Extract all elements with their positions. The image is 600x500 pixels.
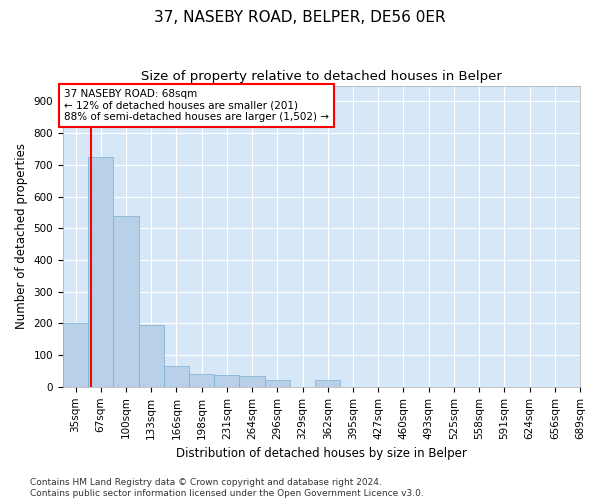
Bar — [88, 157, 113, 387]
Title: Size of property relative to detached houses in Belper: Size of property relative to detached ho… — [141, 70, 502, 83]
Bar — [139, 325, 164, 387]
Y-axis label: Number of detached properties: Number of detached properties — [15, 143, 28, 329]
Bar — [113, 216, 139, 387]
Bar — [63, 324, 88, 387]
X-axis label: Distribution of detached houses by size in Belper: Distribution of detached houses by size … — [176, 447, 467, 460]
Bar — [189, 374, 214, 387]
Bar — [315, 380, 340, 387]
Bar — [214, 375, 239, 387]
Text: Contains HM Land Registry data © Crown copyright and database right 2024.
Contai: Contains HM Land Registry data © Crown c… — [30, 478, 424, 498]
Bar — [164, 366, 189, 387]
Bar — [239, 376, 265, 387]
Text: 37, NASEBY ROAD, BELPER, DE56 0ER: 37, NASEBY ROAD, BELPER, DE56 0ER — [154, 10, 446, 25]
Bar — [265, 380, 290, 387]
Text: 37 NASEBY ROAD: 68sqm
← 12% of detached houses are smaller (201)
88% of semi-det: 37 NASEBY ROAD: 68sqm ← 12% of detached … — [64, 88, 329, 122]
